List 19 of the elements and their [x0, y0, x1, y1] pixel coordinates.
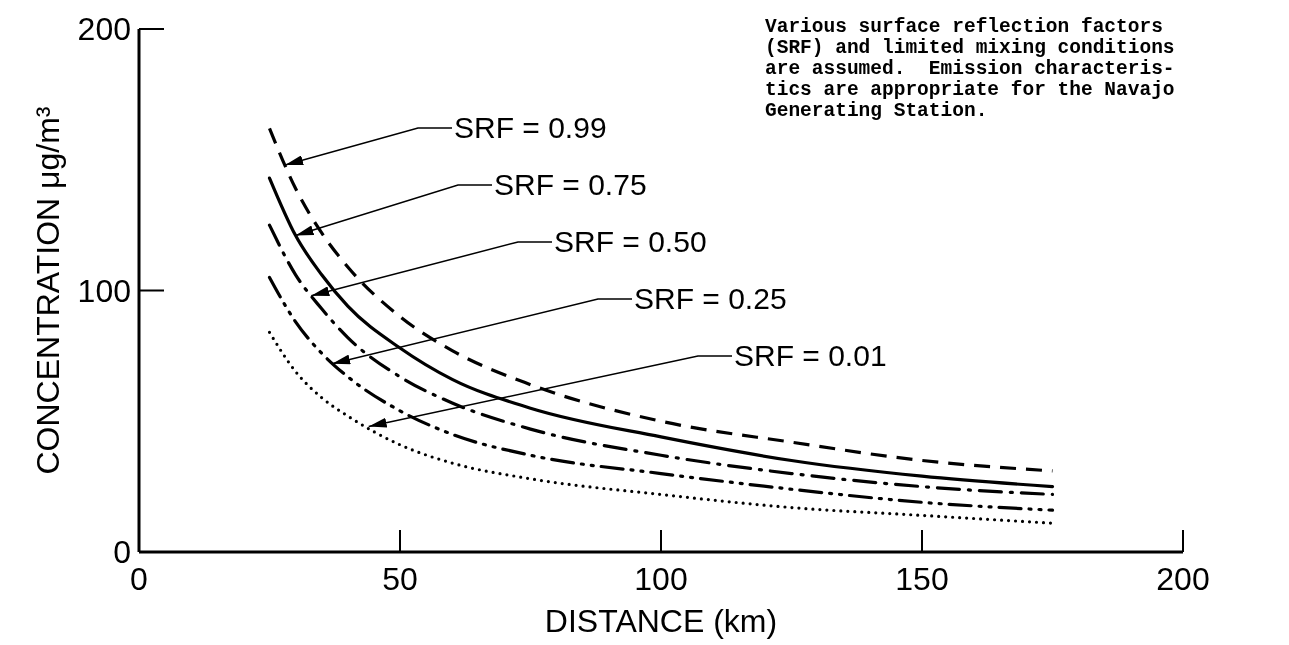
y-axis-title: CONCENTRATION μg/m³: [30, 106, 66, 475]
annotation: Various surface reflection factors (SRF) and limited mixing conditions are assumed. Emission characteris- tics are appropriate for the Navajo Generating Station.: [765, 16, 1175, 122]
annotation: SRF = 0.99: [454, 111, 607, 144]
x-tick-label: 50: [382, 561, 418, 597]
annotation: SRF = 0.01: [734, 339, 887, 372]
annotation: SRF = 0.25: [634, 282, 787, 315]
line-series: [267, 275, 1055, 512]
x-tick-label: 200: [1156, 561, 1210, 597]
x-tick-label: 100: [634, 561, 688, 597]
y-tick-label: 0: [113, 534, 131, 570]
line-series: [267, 223, 1055, 497]
x-axis-title: DISTANCE (km): [544, 603, 778, 639]
annotation: SRF = 0.50: [554, 225, 707, 258]
annotation: SRF = 0.75: [494, 168, 647, 201]
y-tick-label: 100: [77, 272, 131, 309]
x-tick-label: 150: [895, 561, 949, 597]
line-series: [267, 330, 1055, 525]
line-series: [267, 176, 1055, 489]
y-tick-label: 200: [77, 11, 131, 47]
